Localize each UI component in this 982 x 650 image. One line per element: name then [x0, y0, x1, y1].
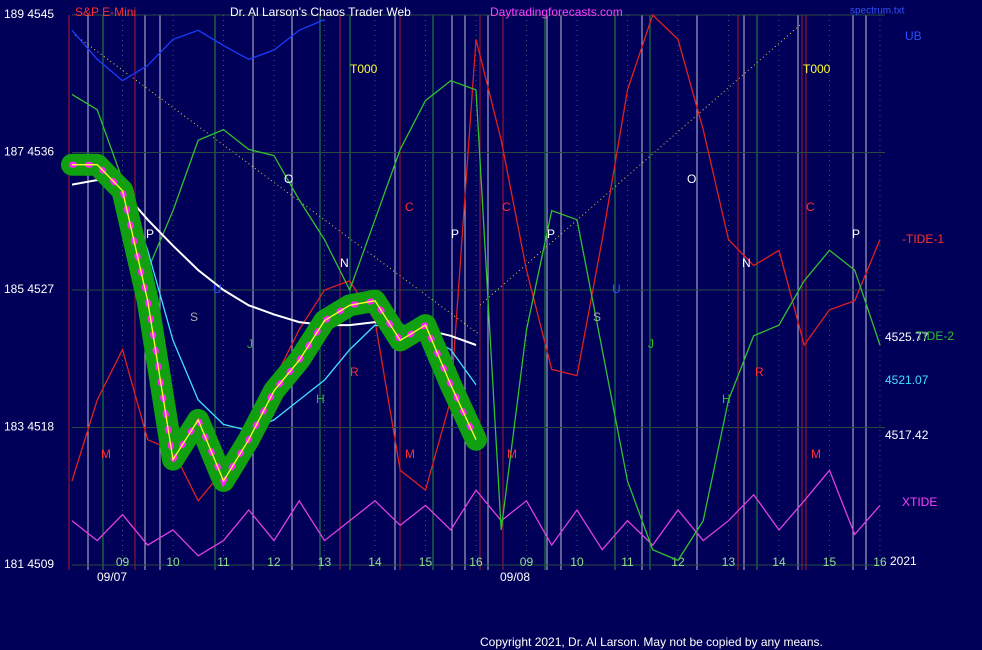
event-label: J [247, 337, 253, 351]
x-tick-label: 14 [368, 555, 382, 569]
event-label: R [755, 365, 764, 379]
event-label: U [612, 282, 621, 296]
event-label: H [722, 392, 731, 406]
chart-title: Dr. Al Larson's Chaos Trader Web [230, 5, 411, 19]
event-label: U [213, 282, 222, 296]
site-name: Daytradingforecasts.com [490, 5, 623, 19]
x-tick-label: 11 [217, 555, 230, 569]
right-label: 2021 [890, 554, 917, 568]
x-tick-label: 12 [267, 555, 281, 569]
series-line [71, 79, 881, 562]
y-tick-label: 185 4527 [4, 282, 54, 296]
trend-line [74, 34, 481, 336]
date-label: 09/08 [500, 570, 530, 584]
right-label: XTIDE [902, 495, 937, 509]
x-tick-label: 16 [873, 555, 887, 569]
right-label: UB [905, 29, 922, 43]
symbol: S&P E-Mini [75, 5, 136, 19]
event-label: M [405, 447, 415, 461]
x-tick-label: 09 [116, 555, 130, 569]
event-label: S [593, 310, 601, 324]
event-label: M [811, 447, 821, 461]
event-label: S [190, 310, 198, 324]
x-tick-label: 11 [621, 555, 634, 569]
date-label: 09/07 [97, 570, 127, 584]
y-tick-label: 187 4536 [4, 145, 54, 159]
event-label: N [340, 256, 349, 270]
event-label: P [146, 227, 154, 241]
event-label: C [405, 200, 414, 214]
x-tick-label: 12 [671, 555, 685, 569]
y-tick-label: 189 4545 [4, 7, 54, 21]
event-label: H [316, 392, 325, 406]
event-label: P [547, 227, 555, 241]
file-name: spectrum.txt [850, 6, 905, 17]
x-tick-label: 14 [772, 555, 786, 569]
event-label: J [648, 337, 654, 351]
event-label: T000 [803, 62, 831, 76]
event-label: M [101, 447, 111, 461]
trend-line [479, 24, 801, 306]
event-label: O [284, 172, 293, 186]
event-label: P [451, 227, 459, 241]
x-tick-label: 13 [318, 555, 332, 569]
right-label: 4525.77 [885, 330, 929, 344]
y-tick-label: 183 4518 [4, 420, 54, 434]
event-label: C [502, 200, 511, 214]
copyright: Copyright 2021, Dr. Al Larson. May not b… [480, 635, 823, 649]
x-tick-label: 15 [823, 555, 837, 569]
x-tick-label: 10 [166, 555, 180, 569]
series-line [71, 19, 325, 82]
event-label: N [742, 256, 751, 270]
event-label: O [687, 172, 696, 186]
right-label: 4517.42 [885, 428, 929, 442]
event-label: C [806, 200, 815, 214]
series-line [71, 469, 881, 557]
y-tick-label: 181 4509 [4, 557, 54, 571]
right-label: -TIDE-1 [902, 232, 944, 246]
event-label: R [350, 365, 359, 379]
x-tick-label: 10 [570, 555, 584, 569]
x-tick-label: 09 [520, 555, 534, 569]
event-label: T000 [350, 62, 378, 76]
x-tick-label: 15 [419, 555, 433, 569]
event-label: M [507, 447, 517, 461]
series-line [72, 164, 477, 483]
x-tick-label: 16 [469, 555, 483, 569]
x-tick-label: 13 [722, 555, 736, 569]
event-label: P [852, 227, 860, 241]
right-label: TIDE-2 [916, 329, 954, 343]
right-label: 4521.07 [885, 373, 929, 387]
series-line [71, 13, 881, 502]
